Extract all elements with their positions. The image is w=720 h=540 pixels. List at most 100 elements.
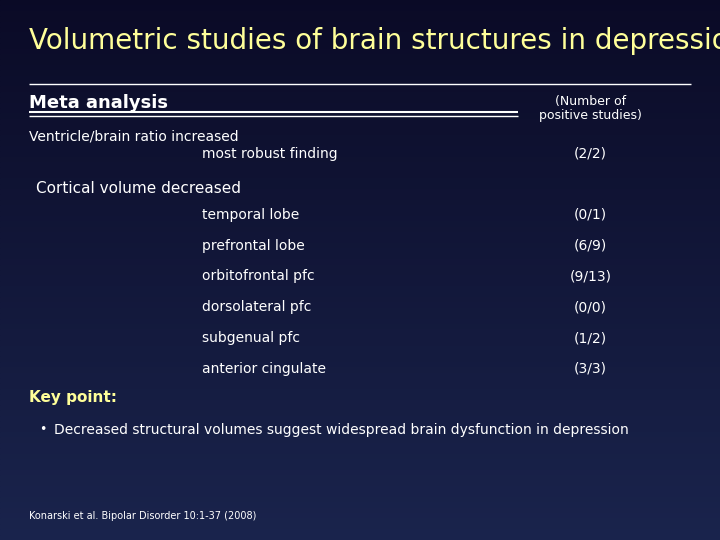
Bar xyxy=(0,373,720,378)
Bar xyxy=(0,5,720,11)
Bar xyxy=(0,535,720,540)
Bar xyxy=(0,124,720,130)
Text: prefrontal lobe: prefrontal lobe xyxy=(202,239,305,253)
Bar xyxy=(0,49,720,54)
Text: (0/0): (0/0) xyxy=(574,300,607,314)
Bar xyxy=(0,178,720,184)
Bar xyxy=(0,362,720,367)
Bar xyxy=(0,113,720,119)
Bar xyxy=(0,254,720,259)
Bar xyxy=(0,281,720,286)
Text: Key point:: Key point: xyxy=(29,390,117,405)
Bar xyxy=(0,513,720,518)
Bar xyxy=(0,86,720,92)
Text: Cortical volume decreased: Cortical volume decreased xyxy=(36,181,241,196)
Bar xyxy=(0,497,720,502)
Bar xyxy=(0,524,720,529)
Bar xyxy=(0,329,720,335)
Bar xyxy=(0,421,720,427)
Bar xyxy=(0,16,720,22)
Bar xyxy=(0,200,720,205)
Bar xyxy=(0,389,720,394)
Text: Konarski et al. Bipolar Disorder 10:1-37 (2008): Konarski et al. Bipolar Disorder 10:1-37… xyxy=(29,511,256,521)
Bar xyxy=(0,319,720,324)
Bar xyxy=(0,232,720,238)
Bar xyxy=(0,324,720,329)
Bar xyxy=(0,184,720,189)
Bar xyxy=(0,454,720,459)
Bar xyxy=(0,140,720,146)
Bar xyxy=(0,356,720,362)
Text: Volumetric studies of brain structures in depression: Volumetric studies of brain structures i… xyxy=(29,27,720,55)
Bar xyxy=(0,70,720,76)
Text: (9/13): (9/13) xyxy=(570,269,611,284)
Bar xyxy=(0,292,720,297)
Bar xyxy=(0,227,720,232)
Bar xyxy=(0,367,720,373)
Bar xyxy=(0,0,720,5)
Bar xyxy=(0,475,720,481)
Bar xyxy=(0,119,720,124)
Bar xyxy=(0,448,720,454)
Text: (6/9): (6/9) xyxy=(574,239,607,253)
Bar xyxy=(0,432,720,437)
Bar xyxy=(0,248,720,254)
Bar xyxy=(0,205,720,211)
Bar xyxy=(0,400,720,405)
Bar xyxy=(0,162,720,167)
Bar xyxy=(0,27,720,32)
Bar xyxy=(0,216,720,221)
Bar xyxy=(0,146,720,151)
Bar xyxy=(0,43,720,49)
Bar xyxy=(0,335,720,340)
Text: (0/1): (0/1) xyxy=(574,208,607,222)
Bar xyxy=(0,405,720,410)
Text: Meta analysis: Meta analysis xyxy=(29,94,168,112)
Bar xyxy=(0,286,720,292)
Bar xyxy=(0,76,720,81)
Bar xyxy=(0,108,720,113)
Bar xyxy=(0,194,720,200)
Bar xyxy=(0,103,720,108)
Bar xyxy=(0,173,720,178)
Bar xyxy=(0,383,720,389)
Text: dorsolateral pfc: dorsolateral pfc xyxy=(202,300,311,314)
Bar xyxy=(0,427,720,432)
Bar xyxy=(0,32,720,38)
Bar xyxy=(0,340,720,346)
Bar xyxy=(0,443,720,448)
Bar xyxy=(0,157,720,162)
Bar xyxy=(0,481,720,486)
Bar xyxy=(0,59,720,65)
Bar xyxy=(0,238,720,243)
Bar xyxy=(0,529,720,535)
Bar xyxy=(0,308,720,313)
Text: Ventricle/brain ratio increased: Ventricle/brain ratio increased xyxy=(29,130,238,144)
Bar xyxy=(0,302,720,308)
Bar xyxy=(0,346,720,351)
Bar xyxy=(0,243,720,248)
Bar xyxy=(0,491,720,497)
Text: anterior cingulate: anterior cingulate xyxy=(202,362,325,376)
Bar xyxy=(0,394,720,400)
Bar xyxy=(0,92,720,97)
Bar xyxy=(0,416,720,421)
Bar xyxy=(0,502,720,508)
Bar xyxy=(0,410,720,416)
Bar xyxy=(0,97,720,103)
Text: orbitofrontal pfc: orbitofrontal pfc xyxy=(202,269,314,284)
Bar xyxy=(0,259,720,265)
Bar xyxy=(0,81,720,86)
Bar xyxy=(0,470,720,475)
Bar xyxy=(0,22,720,27)
Bar xyxy=(0,211,720,216)
Bar xyxy=(0,270,720,275)
Bar xyxy=(0,437,720,443)
Bar xyxy=(0,378,720,383)
Bar xyxy=(0,508,720,513)
Bar xyxy=(0,297,720,302)
Text: most robust finding: most robust finding xyxy=(202,147,337,161)
Bar xyxy=(0,486,720,491)
Bar xyxy=(0,11,720,16)
Bar xyxy=(0,189,720,194)
